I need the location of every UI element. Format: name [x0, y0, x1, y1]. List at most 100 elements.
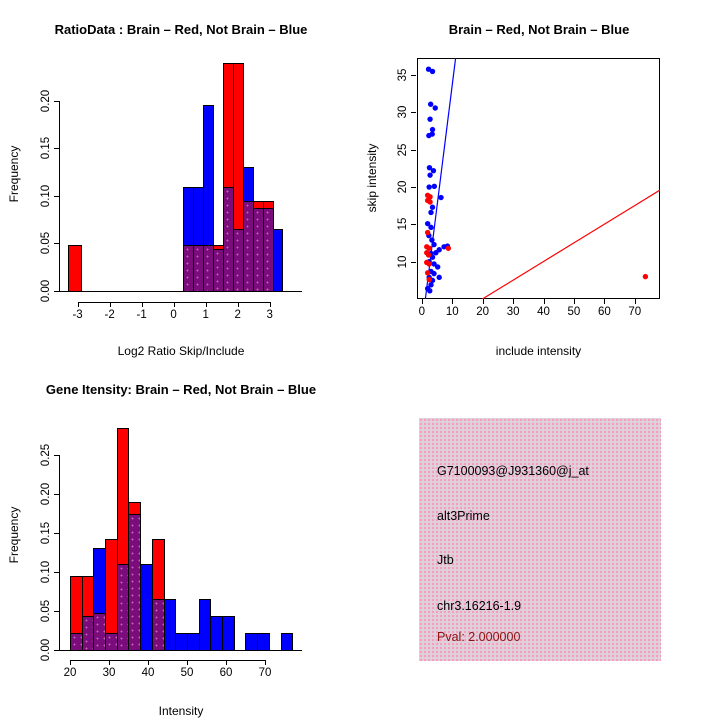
y-axis-tick [411, 75, 416, 77]
x-axis-tick [452, 299, 454, 304]
y-axis-tick [54, 533, 59, 535]
hist-bar-red [67, 245, 82, 292]
y-tick-label: 25 [397, 143, 409, 157]
y-tick-label: 0.05 [40, 599, 52, 623]
y-tick-label: 30 [397, 106, 409, 119]
blue-data-point [429, 204, 436, 210]
ratio-histogram-ylabel: Frequency [7, 145, 21, 203]
red-data-point [426, 245, 432, 251]
y-tick-label: 0.20 [40, 482, 52, 506]
gene-symbol: Jtb [437, 553, 454, 567]
blue-data-point [427, 172, 433, 178]
y-axis-line [59, 100, 60, 292]
y-tick-label: 20 [397, 180, 409, 194]
y-tick-label: 15 [397, 217, 409, 231]
y-axis-tick [54, 243, 59, 245]
y-axis-tick [54, 100, 59, 102]
x-axis-tick [421, 299, 423, 304]
x-tick-label: 2 [234, 309, 241, 321]
blue-data-point [438, 194, 444, 201]
x-tick-label: 3 [266, 309, 273, 321]
x-tick-label: -3 [72, 309, 83, 321]
y-axis-tick [411, 224, 416, 226]
blue-data-point [431, 270, 437, 277]
y-tick-label: 0.25 [40, 443, 52, 467]
plot-box [417, 58, 660, 299]
blue-data-point [426, 164, 433, 171]
x-tick-label: 50 [180, 667, 194, 679]
x-axis-tick [264, 660, 266, 665]
blue-data-point [436, 274, 442, 281]
x-axis-tick [573, 299, 575, 304]
red-data-point [642, 273, 649, 280]
x-axis-tick [634, 299, 636, 304]
gene-info-box: G7100093@J931360@j_at alt3Prime Jtb chr3… [419, 418, 661, 661]
x-tick-label: 1 [202, 309, 209, 321]
x-tick-label: 70 [628, 306, 642, 318]
blue-data-point [427, 101, 434, 107]
red-data-point [426, 261, 432, 267]
blue-data-point [428, 209, 434, 216]
x-axis-tick [77, 302, 79, 307]
x-tick-label: -1 [136, 309, 147, 321]
blue-data-point [428, 282, 434, 288]
panel-intensity-scatter: Brain – Red, Not Brain – Blue skip inten… [360, 0, 720, 360]
red-data-point [424, 229, 431, 236]
x-axis-tick [513, 299, 515, 304]
ratio-histogram-title: RatioData : Brain – Red, Not Brain – Blu… [54, 22, 308, 37]
blue-data-point [429, 126, 436, 133]
y-tick-label: 0.10 [40, 560, 52, 584]
scatter-title: Brain – Red, Not Brain – Blue [448, 22, 630, 37]
y-axis-tick [411, 149, 416, 151]
panel-ratio-histogram: RatioData : Brain – Red, Not Brain – Blu… [0, 0, 360, 360]
gene-event-type: alt3Prime [437, 509, 490, 523]
gene-locus: chr3.16216-1.9 [437, 599, 522, 613]
blue-data-point [431, 183, 438, 190]
blue-data-point [425, 66, 432, 72]
hist-bar-blue [272, 229, 284, 292]
x-axis-tick [482, 299, 484, 304]
x-axis-tick [543, 299, 545, 304]
blue-data-point [431, 241, 437, 248]
x-tick-label: -2 [104, 309, 115, 321]
x-axis-tick [269, 302, 271, 307]
hist-bar-blue [163, 599, 177, 651]
blue-data-point [431, 261, 437, 267]
hist-bar-blue [257, 632, 270, 651]
red-data-point [424, 270, 431, 276]
x-axis-tick [186, 660, 188, 665]
scatter-canvas [417, 58, 660, 299]
y-axis-tick [54, 611, 59, 613]
y-axis-tick [411, 112, 416, 114]
y-tick-label: 0.05 [40, 232, 52, 255]
x-axis-tick [225, 660, 227, 665]
y-axis-tick [54, 650, 59, 651]
blue-data-point [432, 105, 438, 111]
scatter-xlabel: include intensity [495, 344, 582, 358]
blue-data-point [433, 250, 439, 256]
hist-bar-overlap [105, 632, 118, 651]
x-tick-label: 0 [170, 309, 177, 321]
x-tick-label: 40 [141, 667, 155, 679]
y-tick-label: 0.00 [40, 279, 52, 303]
red-data-point [445, 245, 452, 251]
y-tick-label: 0.15 [40, 137, 52, 160]
blue-data-point [427, 288, 433, 294]
x-axis-tick [141, 302, 143, 307]
y-axis-tick [54, 148, 59, 150]
y-tick-label: 0.00 [40, 638, 52, 662]
gene-pval: Pval: 2.000000 [437, 630, 521, 644]
blue-data-point [426, 184, 432, 190]
blue-data-point [427, 116, 433, 122]
hist-bar-overlap [93, 612, 107, 651]
hist-bar-red [151, 538, 165, 601]
blue-data-point [428, 224, 434, 231]
gene-histogram-ylabel: Frequency [7, 506, 21, 564]
y-tick-label: 0.15 [40, 521, 52, 545]
y-tick-label: 10 [397, 255, 409, 269]
red-fit-line [482, 189, 660, 299]
y-axis-tick [54, 455, 59, 457]
red-data-point [427, 199, 433, 205]
x-tick-label: 40 [537, 306, 550, 318]
